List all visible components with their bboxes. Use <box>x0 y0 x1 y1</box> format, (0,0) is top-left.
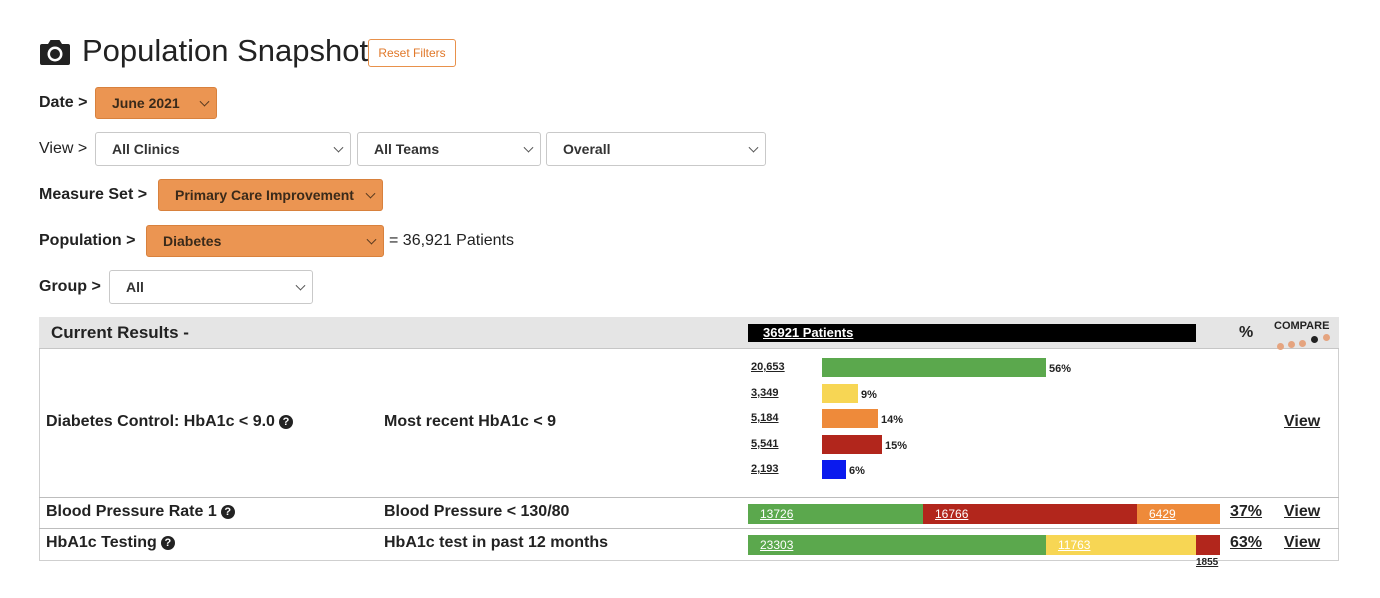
measure-name-text: Blood Pressure Rate 1 <box>46 503 217 520</box>
tail-segment-label[interactable]: 1855 <box>1196 557 1219 568</box>
chevron-down-icon <box>523 142 534 153</box>
breakdown-pct: 15% <box>885 439 908 452</box>
breakdown-count[interactable]: 3,349 <box>751 386 779 399</box>
measure-name-hba1c-testing: HbA1c Testing? <box>46 534 175 552</box>
measure-set-select-value: Primary Care Improvement <box>175 187 354 203</box>
pct-link[interactable]: 37% <box>1230 503 1263 520</box>
group-select[interactable]: All <box>109 270 313 304</box>
group-select-value: All <box>126 279 144 295</box>
pct-link[interactable]: 63% <box>1230 534 1263 551</box>
measure-name-text: HbA1c Testing <box>46 534 157 551</box>
bar-segment[interactable]: 16766 <box>923 504 1137 524</box>
breakdown-bar <box>822 383 858 403</box>
date-select-value: June 2021 <box>112 95 180 111</box>
measure-set-select[interactable]: Primary Care Improvement <box>158 179 383 211</box>
compare-dot-active[interactable] <box>1311 336 1318 343</box>
stacked-bar-blood-pressure: 13726 16766 6429 <box>748 504 1220 524</box>
measure-name-blood-pressure: Blood Pressure Rate 1? <box>46 503 235 521</box>
team-select-value: All Teams <box>374 141 440 157</box>
view-link[interactable]: View <box>1284 503 1321 520</box>
pct-column-header: % <box>1239 324 1254 341</box>
view-label: View > <box>39 140 88 157</box>
population-select-value: Diabetes <box>163 233 222 249</box>
scope-select[interactable]: Overall <box>546 132 766 166</box>
bar-segment[interactable]: 23303 <box>748 535 1046 555</box>
stacked-bar-hba1c-testing: 23303 11763 <box>748 535 1220 555</box>
breakdown-bar <box>822 358 1046 377</box>
view-link[interactable]: View <box>1284 534 1321 551</box>
chevron-down-icon <box>365 188 376 199</box>
bar-segment[interactable]: 6429 <box>1137 504 1220 524</box>
chevron-down-icon <box>199 96 210 107</box>
team-select[interactable]: All Teams <box>357 132 541 166</box>
breakdown-count[interactable]: 5,541 <box>751 437 779 450</box>
row-divider <box>39 528 1339 529</box>
measure-description: Blood Pressure < 130/80 <box>384 503 570 520</box>
view-link[interactable]: View <box>1284 413 1321 430</box>
compare-slider[interactable] <box>1274 333 1336 351</box>
compare-dot[interactable] <box>1323 334 1330 341</box>
measure-set-label: Measure Set > <box>39 186 148 203</box>
breakdown-pct: 9% <box>861 388 877 401</box>
breakdown-chart: 20,653 56% 3,349 9% 5,184 14% 5,541 15% 2,193 6% <box>750 358 1190 488</box>
bar-segment[interactable] <box>1196 535 1220 555</box>
compare-dot[interactable] <box>1277 343 1284 350</box>
clinic-select-value: All Clinics <box>112 141 180 157</box>
row-divider <box>39 497 1339 498</box>
help-icon[interactable]: ? <box>220 505 235 519</box>
population-count: = 36,921 Patients <box>389 232 514 249</box>
breakdown-count[interactable]: 5,184 <box>751 412 779 424</box>
compare-dot[interactable] <box>1299 340 1306 347</box>
chevron-down-icon <box>748 142 759 153</box>
patients-bar <box>748 324 1196 342</box>
compare-dot[interactable] <box>1288 341 1295 348</box>
camera-icon <box>40 40 70 65</box>
population-label: Population > <box>39 232 136 249</box>
scope-select-value: Overall <box>563 141 611 157</box>
chevron-down-icon <box>366 234 377 245</box>
bar-segment[interactable]: 11763 <box>1046 535 1196 555</box>
measure-name-diabetes-control: Diabetes Control: HbA1c < 9.0? <box>46 413 293 431</box>
clinic-select[interactable]: All Clinics <box>95 132 351 166</box>
breakdown-bar <box>822 460 846 479</box>
population-select[interactable]: Diabetes <box>146 225 384 257</box>
patients-bar-label[interactable]: 36921 Patients <box>763 325 854 340</box>
date-select[interactable]: June 2021 <box>95 87 217 119</box>
breakdown-bar <box>822 409 878 428</box>
breakdown-pct: 6% <box>849 465 865 477</box>
breakdown-bar <box>822 434 882 454</box>
help-icon[interactable]: ? <box>278 415 293 429</box>
breakdown-count[interactable]: 2,193 <box>751 463 779 475</box>
results-heading: Current Results - <box>51 323 189 342</box>
measure-description: HbA1c test in past 12 months <box>384 534 609 551</box>
measure-description: Most recent HbA1c < 9 <box>384 413 557 430</box>
group-label: Group > <box>39 278 101 295</box>
measure-name-text: Diabetes Control: HbA1c < 9.0 <box>46 413 275 430</box>
breakdown-pct: 14% <box>881 414 904 426</box>
reset-filters-button[interactable]: Reset Filters <box>368 39 456 67</box>
breakdown-count[interactable]: 20,653 <box>751 361 785 373</box>
page-title: Population Snapshot <box>82 33 369 68</box>
date-label: Date > <box>39 94 88 111</box>
chevron-down-icon <box>295 280 306 291</box>
bar-segment[interactable]: 13726 <box>748 504 923 524</box>
help-icon[interactable]: ? <box>160 536 175 550</box>
compare-column-header: COMPARE <box>1274 320 1330 332</box>
breakdown-pct: 56% <box>1049 363 1072 375</box>
chevron-down-icon <box>333 142 344 153</box>
